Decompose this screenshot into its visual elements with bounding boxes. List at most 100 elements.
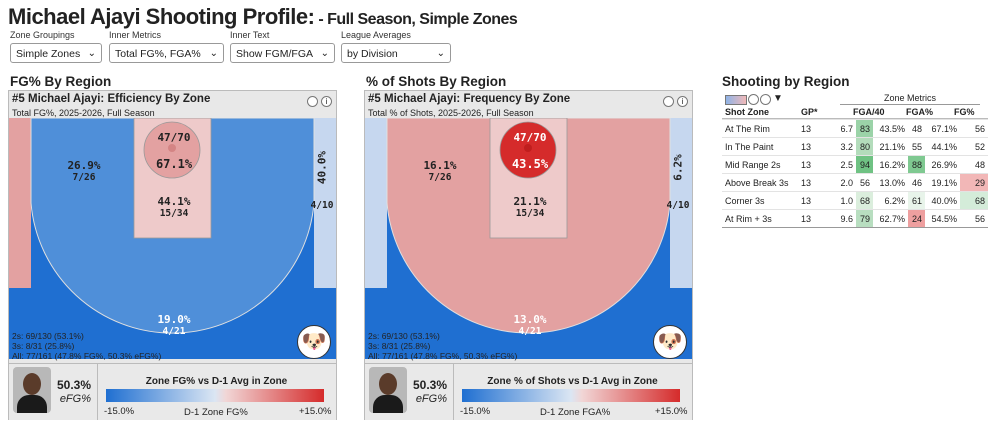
fgp-rank: 29 xyxy=(960,173,988,192)
fgap-cell: 13.0% xyxy=(873,173,908,192)
group-underline xyxy=(840,104,980,105)
fgp-cell: 26.9% xyxy=(925,155,960,174)
table-row: At Rim + 3s 13 9.6 79 62.7% 24 54.5% 56 xyxy=(722,209,988,228)
mid-fraction: 7/26 xyxy=(72,172,96,183)
corner-pct: 40.0% xyxy=(315,150,329,185)
fga40-cell: 1.0 xyxy=(828,191,856,210)
zone-groupings-select[interactable]: Simple Zones ⌄ xyxy=(10,43,102,63)
hoop-icon xyxy=(168,144,176,152)
col-fgp[interactable]: FG% xyxy=(954,107,975,117)
efficiency-court-panel: #5 Michael Ajayi: Efficiency By Zone Tot… xyxy=(8,90,337,420)
fgap-cell: 6.2% xyxy=(873,191,908,210)
legend-max: +15.0% xyxy=(655,406,688,417)
efg-value: 50.3% xyxy=(56,378,91,392)
chevron-down-icon: ⌄ xyxy=(209,48,218,59)
fga40-cell: 3.2 xyxy=(828,137,856,156)
stats-all: All: 77/161 (47.8% FG%, 50.3% eFG%) xyxy=(368,351,518,361)
zone-right-corner-3 xyxy=(314,118,336,288)
legend-area: 50.3% eFG% Zone % of Shots vs D-1 Avg in… xyxy=(365,363,692,420)
fgp-cell: 19.1% xyxy=(925,173,960,192)
fgap-cell: 21.1% xyxy=(873,137,908,156)
league-averages-label: League Averages xyxy=(341,30,411,40)
zone-cell: Mid Range 2s xyxy=(722,155,798,174)
info-icon[interactable]: i xyxy=(321,96,332,107)
league-averages-select[interactable]: by Division ⌄ xyxy=(341,43,451,63)
inner-metrics-select[interactable]: Total FG%, FGA% ⌄ xyxy=(109,43,224,63)
fga40-cell: 6.7 xyxy=(828,119,856,138)
efficiency-court xyxy=(9,118,336,359)
zone-groupings-label: Zone Groupings xyxy=(10,30,75,40)
page-title: Michael Ajayi Shooting Profile: - Full S… xyxy=(8,4,518,29)
frequency-court-panel: #5 Michael Ajayi: Frequency By Zone Tota… xyxy=(364,90,693,420)
legend-toggle-icon[interactable] xyxy=(725,95,747,105)
inner-text-label: Inner Text xyxy=(230,30,270,40)
shooting-table: At The Rim 13 6.7 83 43.5% 48 67.1% 56 I… xyxy=(722,119,988,228)
toggle-icon[interactable] xyxy=(307,96,318,107)
hoop-icon xyxy=(524,144,532,152)
legend-area: 50.3% eFG% Zone FG% vs D-1 Avg in Zone -… xyxy=(9,363,336,420)
col-shot-zone[interactable]: Shot Zone xyxy=(725,107,769,117)
mid-pct: 16.1% xyxy=(423,159,457,172)
panel-title: #5 Michael Ajayi: Efficiency By Zone xyxy=(12,93,211,105)
legend-mid: D-1 Zone FGA% xyxy=(540,407,611,418)
fgp-cell: 40.0% xyxy=(925,191,960,210)
rim-pct: 43.5% xyxy=(511,157,549,171)
gp-cell: 13 xyxy=(798,119,828,138)
panel-title: #5 Michael Ajayi: Frequency By Zone xyxy=(368,93,571,105)
fga40-rank: 83 xyxy=(856,119,873,138)
table-row: In The Paint 13 3.2 80 21.1% 55 44.1% 52 xyxy=(722,137,988,156)
legend-divider xyxy=(97,364,98,420)
team-logo-icon: 🐶 xyxy=(653,325,687,359)
inner-text-select[interactable]: Show FGM/FGA ⌄ xyxy=(230,43,335,63)
col-fga40[interactable]: FGA/40 xyxy=(853,107,885,117)
fgp-rank: 48 xyxy=(960,155,988,174)
paint-fraction: 15/34 xyxy=(515,208,545,219)
zone-cell: At The Rim xyxy=(722,119,798,138)
rim-fraction: 47/70 xyxy=(157,131,191,144)
panel-subtitle: Total FG%, 2025-2026, Full Season xyxy=(12,108,155,118)
player-avatar xyxy=(369,367,407,413)
efg-label: eFG% xyxy=(59,393,91,405)
fga40-rank: 68 xyxy=(856,191,873,210)
legend-gradient xyxy=(106,389,324,402)
inner-metrics-label: Inner Metrics xyxy=(109,30,162,40)
three-pct: 19.0% xyxy=(157,313,191,326)
legend-max: +15.0% xyxy=(299,406,332,417)
fgap-rank: 61 xyxy=(908,191,925,210)
fga40-rank: 94 xyxy=(856,155,873,174)
legend-mid: D-1 Zone FG% xyxy=(184,407,248,418)
gp-cell: 13 xyxy=(798,191,828,210)
settings-icon[interactable] xyxy=(760,94,771,105)
shooting-table-wrap: ▼ Zone Metrics Shot Zone GP* FGA/40 FGA%… xyxy=(722,90,988,228)
fgp-rank: 56 xyxy=(960,209,988,228)
three-fraction: 4/21 xyxy=(162,326,186,337)
three-pct: 13.0% xyxy=(513,313,547,326)
col-fgap[interactable]: FGA% xyxy=(906,107,933,117)
info-icon[interactable]: i xyxy=(677,96,688,107)
gp-cell: 13 xyxy=(798,155,828,174)
fgap-rank: 24 xyxy=(908,209,925,228)
corner-fraction: 4/10 xyxy=(310,200,334,211)
legend-gradient xyxy=(462,389,680,402)
table-row: Above Break 3s 13 2.0 56 13.0% 46 19.1% … xyxy=(722,173,988,192)
download-icon[interactable]: ▼ xyxy=(773,93,783,104)
fgap-rank: 55 xyxy=(908,137,925,156)
efg-label: eFG% xyxy=(415,393,447,405)
col-gp[interactable]: GP* xyxy=(801,107,818,117)
mid-fraction: 7/26 xyxy=(428,172,452,183)
legend-min: -15.0% xyxy=(104,406,135,417)
stats-all: All: 77/161 (47.8% FG%, 50.3% eFG%) xyxy=(12,351,162,361)
stats-3s: 3s: 8/31 (25.8%) xyxy=(368,341,431,351)
toggle-icon[interactable] xyxy=(663,96,674,107)
group-header: Zone Metrics xyxy=(883,93,936,103)
rim-pct: 67.1% xyxy=(155,157,193,171)
fgap-rank: 48 xyxy=(908,119,925,138)
chevron-down-icon: ⌄ xyxy=(436,48,445,59)
toggle-icon[interactable] xyxy=(748,94,759,105)
zone-right-corner-3 xyxy=(670,118,692,288)
frequency-court xyxy=(365,118,692,359)
zone-cell: In The Paint xyxy=(722,137,798,156)
fga40-cell: 2.5 xyxy=(828,155,856,174)
paint-pct: 21.1% xyxy=(513,195,547,208)
zone-left-corner-3 xyxy=(9,118,31,288)
